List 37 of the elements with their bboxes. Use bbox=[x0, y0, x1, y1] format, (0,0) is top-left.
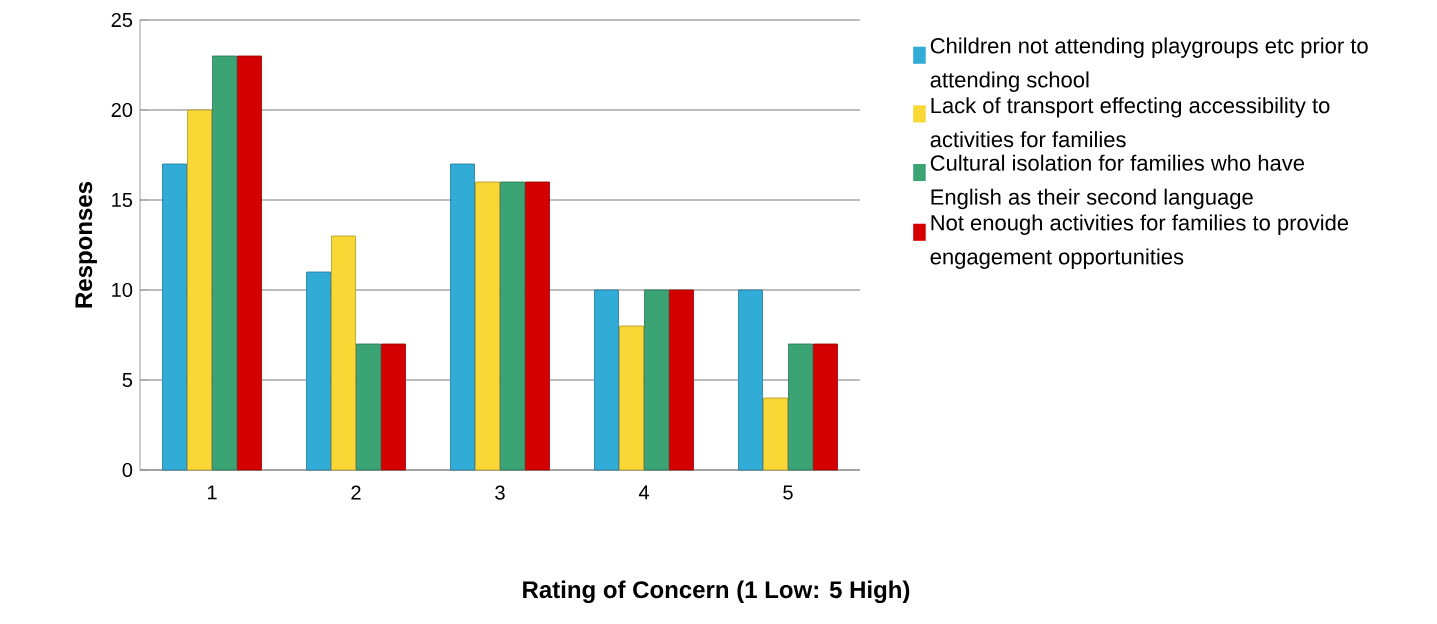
bar bbox=[788, 343, 813, 471]
y-tick-label: 20 bbox=[111, 102, 133, 118]
legend-label: Cultural isolation for families who have English as their second language bbox=[930, 154, 1305, 210]
x-tick-label: 3 bbox=[495, 485, 505, 500]
y-tick-label: 25 bbox=[111, 12, 133, 28]
bar bbox=[162, 163, 187, 471]
bar bbox=[813, 343, 838, 471]
y-tick-label: 5 bbox=[122, 373, 133, 387]
bar bbox=[669, 289, 694, 471]
bar bbox=[356, 343, 381, 471]
bar bbox=[331, 235, 356, 471]
bar bbox=[644, 289, 669, 471]
y-tick-label: 10 bbox=[112, 282, 133, 298]
y-tick-label: 15 bbox=[112, 193, 133, 207]
bar bbox=[619, 325, 644, 471]
bar bbox=[594, 289, 619, 471]
bar bbox=[738, 289, 763, 471]
bar bbox=[500, 181, 525, 471]
legend-label: Lack of transport effecting accessibility to activities for families bbox=[930, 97, 1330, 148]
x-axis-title: Rating of Concern (1 Low: 5 High) bbox=[523, 580, 910, 604]
bar bbox=[475, 181, 500, 471]
legend-label: Not enough activities for families to provide engagement opportunities bbox=[930, 214, 1349, 269]
bar bbox=[763, 397, 788, 471]
bar bbox=[237, 55, 262, 471]
x-tick-label: 4 bbox=[638, 485, 649, 500]
x-tick-label: 2 bbox=[351, 485, 361, 500]
bar bbox=[306, 271, 331, 471]
bar bbox=[187, 109, 212, 471]
x-tick-label: 1 bbox=[207, 485, 217, 500]
bar bbox=[381, 343, 406, 471]
legend-label: Children not attending playgroups etc prior to attending school bbox=[930, 37, 1368, 92]
y-axis-title: Responses bbox=[75, 181, 97, 308]
bar bbox=[450, 163, 475, 471]
bar bbox=[212, 55, 237, 471]
x-tick-label: 5 bbox=[783, 485, 793, 500]
y-tick-label: 0 bbox=[122, 462, 133, 478]
bar bbox=[525, 181, 550, 471]
